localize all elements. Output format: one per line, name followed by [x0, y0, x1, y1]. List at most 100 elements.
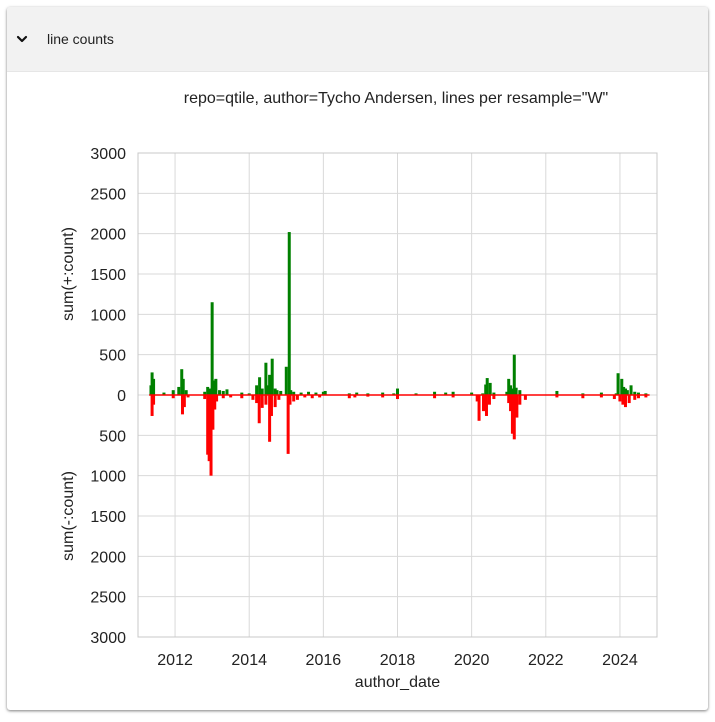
- added-bar: [510, 388, 514, 395]
- removed-bar: [518, 395, 522, 405]
- added-bar: [581, 393, 585, 395]
- added-bar: [392, 393, 396, 395]
- added-bar: [307, 391, 311, 395]
- removed-bar: [507, 395, 511, 404]
- y-tick-label: 2500: [90, 186, 126, 203]
- y-tick-label: 1500: [90, 267, 126, 284]
- x-tick-label: 2018: [380, 652, 416, 669]
- added-bar: [260, 388, 264, 395]
- added-bar: [225, 389, 229, 395]
- chevron-down-icon[interactable]: [15, 32, 29, 46]
- removed-bar: [269, 395, 273, 416]
- removed-bar: [515, 395, 519, 418]
- added-bar: [444, 392, 448, 395]
- y-tick-label: 500: [99, 428, 126, 445]
- added-bar: [366, 393, 370, 395]
- removed-bar: [213, 395, 217, 410]
- removed-bar: [623, 395, 627, 408]
- y-axis-label-bottom: sum(-:count): [60, 471, 77, 561]
- removed-bar: [581, 395, 585, 399]
- removed-bar: [221, 395, 225, 399]
- removed-bar: [512, 395, 516, 440]
- added-bar: [218, 390, 222, 395]
- added-bar: [488, 382, 492, 395]
- added-bar: [177, 386, 181, 395]
- removed-bar: [509, 395, 513, 412]
- removed-bar: [215, 395, 219, 402]
- removed-bar: [150, 395, 154, 416]
- removed-bar: [492, 395, 496, 400]
- added-bar: [492, 392, 496, 395]
- x-tick-label: 2024: [602, 652, 638, 669]
- panel-header[interactable]: line counts: [7, 7, 708, 72]
- added-bar: [347, 393, 351, 395]
- added-bar: [292, 391, 296, 395]
- removed-bar: [209, 395, 213, 476]
- added-bar: [171, 390, 175, 395]
- added-bar: [507, 378, 511, 395]
- x-tick-label: 2022: [528, 652, 564, 669]
- y-tick-labels: 3000 2500 2000 1500 1000 500 0 500 1000 1500 2000 2…: [90, 146, 126, 647]
- removed-bar: [152, 395, 156, 405]
- added-bar: [555, 390, 559, 395]
- x-tick-label: 2020: [454, 652, 490, 669]
- added-bar: [184, 390, 188, 395]
- removed-bar: [229, 395, 233, 398]
- added-bar: [270, 358, 274, 395]
- removed-bar: [268, 395, 272, 442]
- removed-bar: [484, 395, 488, 416]
- removed-bar: [318, 395, 322, 398]
- added-bar: [485, 378, 489, 395]
- added-bar: [623, 388, 627, 395]
- removed-bar: [381, 395, 385, 398]
- added-bar: [509, 385, 513, 395]
- added-bar: [620, 378, 624, 395]
- added-bar: [321, 391, 325, 395]
- added-bar: [162, 392, 166, 395]
- removed-bar: [482, 395, 486, 412]
- y-tick-label: 0: [117, 388, 126, 405]
- added-bar: [255, 385, 259, 395]
- added-bar: [633, 391, 637, 395]
- y-tick-label: 3000: [90, 630, 126, 647]
- removed-bar: [433, 395, 437, 399]
- added-bar: [629, 385, 633, 395]
- added-bar: [644, 393, 648, 395]
- removed-bar: [186, 395, 190, 398]
- y-tick-label: 3000: [90, 146, 126, 163]
- line-counts-chart: repo=qtile, author=Tycho Andersen, lines…: [60, 90, 658, 691]
- added-bar: [514, 387, 518, 395]
- added-bar: [481, 393, 485, 395]
- removed-bars: [150, 395, 648, 476]
- added-bar: [299, 392, 303, 395]
- added-bar: [414, 393, 418, 395]
- added-bar: [206, 386, 210, 395]
- added-bar: [636, 392, 640, 395]
- removed-bar: [451, 395, 455, 398]
- x-tick-label: 2014: [231, 652, 267, 669]
- removed-bar: [286, 395, 290, 454]
- added-bar: [289, 390, 293, 395]
- removed-bar: [310, 395, 314, 399]
- added-bar: [622, 386, 626, 395]
- added-bars: [149, 232, 648, 395]
- y-axis-label-top: sum(+:count): [60, 227, 77, 321]
- added-bar: [314, 392, 318, 395]
- added-bar: [266, 385, 270, 395]
- removed-bar: [633, 395, 637, 400]
- added-bar: [214, 378, 218, 395]
- added-bar: [518, 390, 522, 395]
- added-bar: [616, 373, 620, 395]
- added-bar: [451, 391, 455, 395]
- added-bar: [433, 391, 437, 395]
- y-tick-label: 1000: [90, 307, 126, 324]
- removed-bar: [612, 395, 616, 400]
- added-bar: [181, 378, 185, 395]
- added-bar: [275, 390, 279, 395]
- added-bar: [221, 390, 225, 395]
- y-tick-label: 500: [99, 348, 126, 365]
- added-bar: [284, 366, 288, 395]
- added-bar: [512, 354, 516, 395]
- removed-bar: [599, 395, 603, 398]
- removed-bar: [277, 395, 281, 400]
